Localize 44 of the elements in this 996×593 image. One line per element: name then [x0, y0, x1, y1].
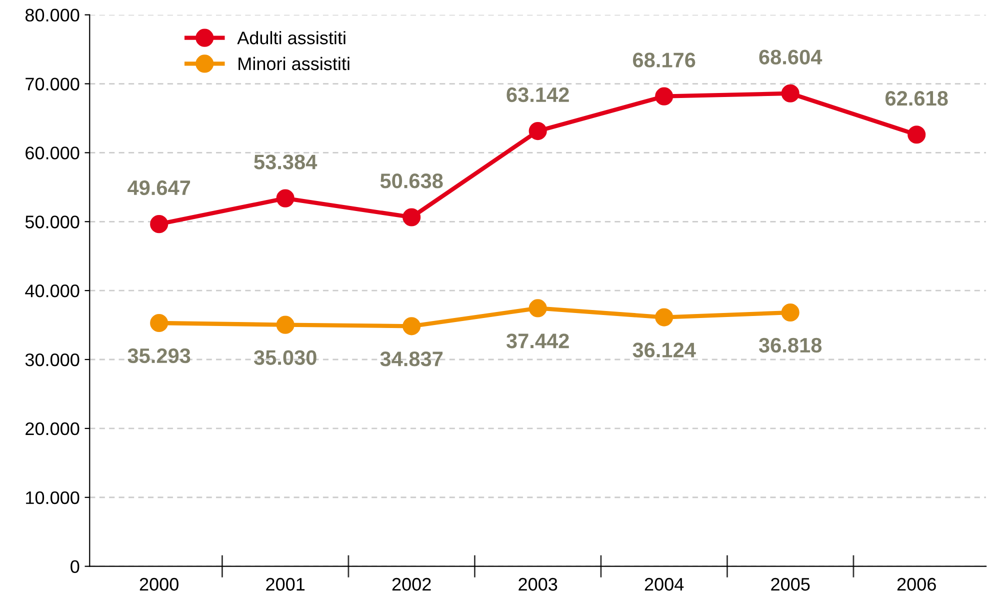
y-tick-label: 0 — [70, 560, 80, 574]
data-label: 62.618 — [886, 90, 948, 106]
point — [781, 84, 800, 102]
x-tick-label: 2003 — [518, 578, 558, 591]
x-tick-label: 2002 — [392, 578, 431, 591]
data-label: 34.837 — [380, 352, 443, 366]
point — [150, 314, 168, 332]
data-label: 50.638 — [380, 174, 443, 188]
x-tick-label: 2005 — [771, 578, 810, 591]
legend-label: Minori assistiti — [238, 56, 350, 70]
y-tick-label: 70.000 — [26, 78, 80, 90]
point — [528, 299, 547, 318]
data-label: 36.124 — [632, 342, 696, 358]
data-label: 53.384 — [254, 154, 318, 170]
point — [276, 189, 294, 208]
point — [402, 317, 421, 336]
x-tick-label: 2000 — [140, 578, 178, 591]
y-tick-label: 60.000 — [26, 146, 80, 160]
point — [528, 122, 547, 140]
legend-label: Adulti assistiti — [237, 31, 346, 44]
data-label: 35.293 — [128, 348, 190, 364]
data-label: 35.030 — [254, 350, 316, 365]
y-tick-label: 20.000 — [26, 422, 80, 436]
point — [655, 308, 674, 326]
x-tick-label: 2001 — [266, 578, 305, 591]
data-label: 37.442 — [506, 334, 569, 348]
point — [655, 87, 674, 106]
data-label: 36.818 — [758, 338, 822, 353]
y-tick-label: 10.000 — [26, 491, 80, 504]
y-tick-label: 50.000 — [25, 216, 80, 228]
x-tick-label: 2006 — [897, 578, 936, 591]
data-label: 68.176 — [633, 52, 696, 68]
point — [908, 126, 926, 144]
data-label: 68.604 — [759, 50, 822, 64]
y-tick-label: 40.000 — [25, 284, 80, 298]
x-tick-label: 2004 — [644, 578, 684, 591]
point — [276, 316, 294, 334]
data-label: 49.647 — [128, 180, 190, 196]
y-tick-label: 80.000 — [25, 8, 80, 22]
data-label: 63.142 — [506, 87, 569, 102]
point — [781, 303, 800, 322]
point — [402, 208, 421, 226]
point — [150, 215, 168, 234]
y-tick-label: 30.000 — [25, 353, 80, 366]
